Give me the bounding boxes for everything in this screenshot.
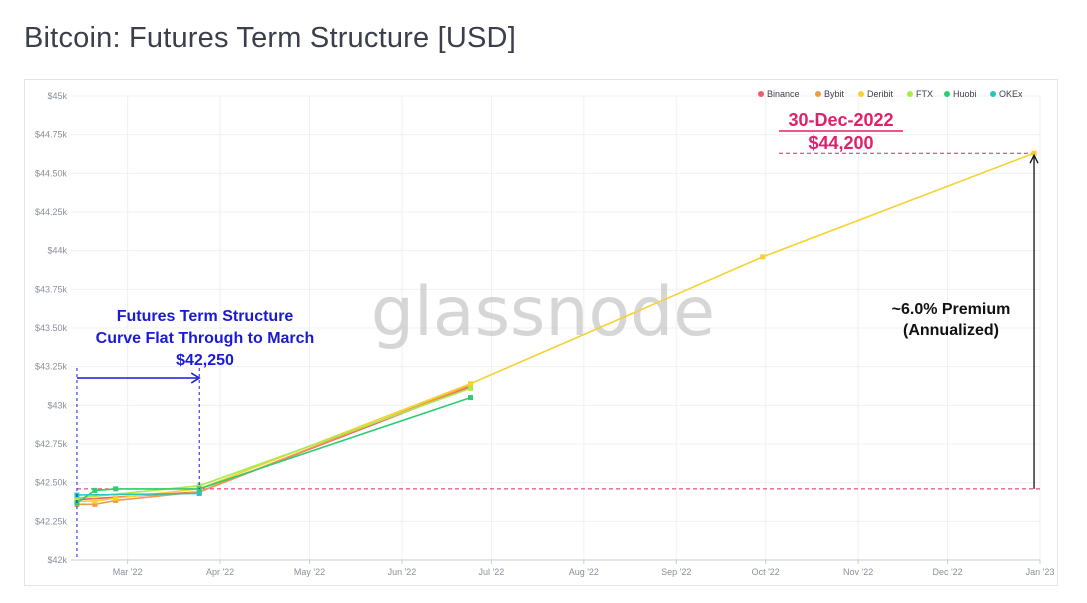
legend-item-deribit[interactable]: Deribit [867,89,894,99]
grid-layer [71,95,1041,561]
legend-item-bybit[interactable]: Bybit [824,89,845,99]
futures-term-structure-chart: glassnode $42k$42.25k$42.50k$42.75k$43k$… [35,89,1054,577]
x-tick-label: May '22 [294,567,325,577]
series-line-ftx [76,387,471,499]
data-point-deribit [92,498,98,504]
data-point-okex [196,490,202,496]
y-tick-label: $42.50k [35,478,68,488]
data-point-deribit [468,381,474,387]
flat-curve-annotation-value: $42,250 [176,352,234,369]
series-line-okex [76,492,200,496]
series-line-huobi [76,396,471,504]
axis-layer: $42k $42.25k $42.50k $42.75k $43k $43.25k $43.… [35,91,1054,577]
x-tick-label: Sep '22 [661,567,691,577]
legend-marker-deribit[interactable] [858,91,864,97]
watermark: glassnode [371,273,715,352]
premium-arrow-head [1029,153,1039,164]
data-point-huobi [468,395,474,401]
data-point-ftx [196,483,202,489]
y-tick-label: $43.25k [35,362,68,372]
legend-item-huobi[interactable]: Huobi [953,89,977,99]
annotations: Futures Term Structure Curve Flat Throug… [76,110,1039,560]
chart-frame: glassnode $42k $42.25k $42.50k $42.75k $43k $… [24,79,1058,586]
y-tick-label: $44k [47,246,67,256]
page-title: Bitcoin: Futures Term Structure [USD] [24,22,516,54]
x-tick-label: Aug '22 [569,567,599,577]
reference-lines [77,152,1040,490]
y-tick-label: $42.25k [35,516,68,526]
y-tick-label: $43k [47,400,67,410]
flat-curve-annotation-line1: Futures Term Structure [117,308,294,325]
y-tick-label: $44.50k [35,168,68,178]
flat-curve-annotation-line2: Curve Flat Through to March [96,330,315,347]
data-point-huobi [113,486,119,492]
flat-curve-arrow-head [190,372,201,384]
legend[interactable]: Binance Bybit Deribit FTX Huobi OKEx [758,89,1023,99]
legend-marker-huobi[interactable] [944,91,950,97]
x-tick-label: Jun '22 [388,567,417,577]
data-point-deribit [760,254,766,260]
y-tick-label: $45k [47,91,67,101]
x-tick-label: Nov '22 [843,567,873,577]
legend-item-binance[interactable]: Binance [767,89,800,99]
y-tick-label: $44.75k [35,130,68,140]
x-tick-label: Dec '22 [932,567,962,577]
x-tick-label: Apr '22 [206,567,234,577]
legend-marker-binance[interactable] [758,91,764,97]
data-point-bybit [92,501,98,507]
data-point-ftx [74,495,80,501]
legend-marker-bybit[interactable] [815,91,821,97]
legend-marker-okex[interactable] [990,91,996,97]
y-tick-label: $42k [47,555,67,565]
expiry-date-annotation: 30-Dec-2022 [788,110,893,130]
data-point-deribit [113,495,119,501]
data-point-huobi [92,487,98,493]
premium-annotation-line1: ~6.0% Premium [892,301,1011,318]
legend-marker-ftx[interactable] [907,91,913,97]
y-tick-label: $44.25k [35,207,68,217]
expiry-price-annotation: $44,200 [808,133,873,153]
x-tick-label: Jan '23 [1026,567,1055,577]
data-point-deribit [1031,150,1037,156]
series-line-bybit [77,384,471,506]
data-point-ftx [468,385,474,391]
y-tick-label: $43.75k [35,284,68,294]
legend-item-okex[interactable]: OKEx [999,89,1023,99]
x-tick-label: Mar '22 [113,567,143,577]
legend-item-ftx[interactable]: FTX [916,89,933,99]
y-tick-label: $42.75k [35,439,68,449]
series-layer [74,150,1037,507]
x-tick-label: Oct '22 [752,567,780,577]
y-tick-label: $43.50k [35,323,68,333]
x-tick-label: Jul '22 [479,567,505,577]
premium-annotation-line2: (Annualized) [903,322,999,339]
